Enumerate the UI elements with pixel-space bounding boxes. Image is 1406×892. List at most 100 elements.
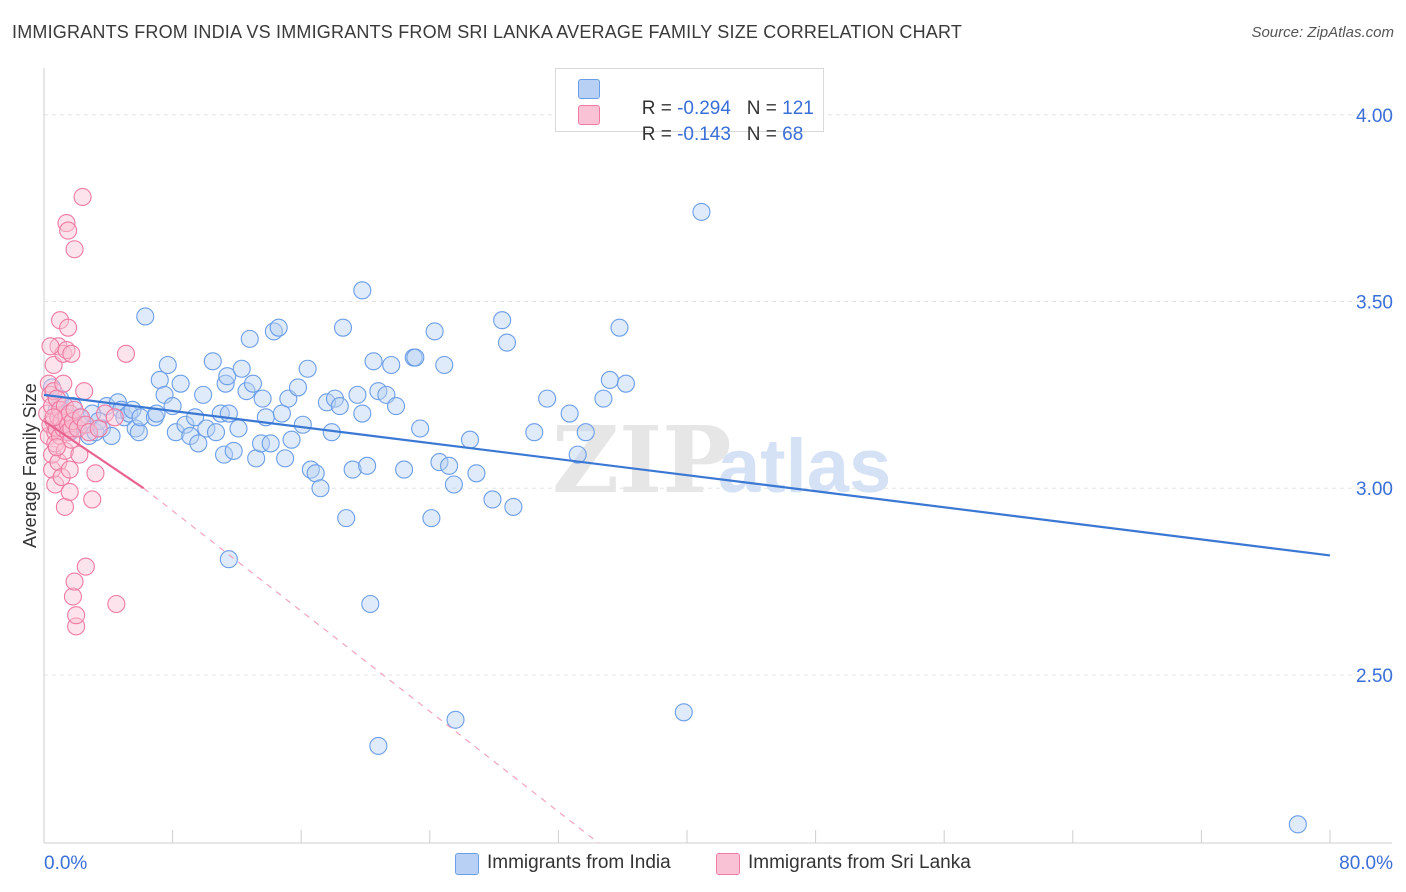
- india-point: [240, 329, 259, 348]
- india-point: [243, 374, 263, 393]
- india-point: [261, 434, 280, 453]
- srilanka-point: [55, 497, 74, 516]
- india-point: [83, 404, 102, 423]
- srilanka-point: [44, 408, 63, 427]
- srilanka-point: [60, 482, 79, 502]
- y-axis-label: Average Family Size: [20, 383, 40, 548]
- srilanka-trend-extension: [143, 487, 599, 844]
- srilanka-point: [67, 606, 86, 625]
- srilanka-point: [47, 438, 66, 457]
- y-tick-label: 2.50: [1356, 666, 1393, 687]
- india-point: [674, 703, 693, 722]
- india-legend-swatch: [455, 853, 479, 875]
- india-point: [411, 419, 430, 438]
- srilanka-point: [89, 419, 108, 438]
- india-point: [330, 397, 349, 416]
- india-point: [136, 307, 155, 326]
- india-point: [483, 490, 502, 509]
- watermark-zip: ZIP: [552, 406, 731, 514]
- india-point: [497, 333, 517, 352]
- india-point: [493, 311, 512, 330]
- india-point: [353, 281, 372, 300]
- india-point: [1288, 815, 1307, 834]
- india-point: [337, 509, 356, 528]
- india-point: [298, 359, 317, 378]
- india-point: [272, 404, 291, 423]
- srilanka-point: [54, 374, 73, 393]
- india-point: [467, 464, 486, 483]
- india-point: [538, 389, 557, 408]
- srilanka-point: [59, 221, 78, 240]
- srilanka-point: [57, 214, 76, 233]
- india-point: [525, 423, 544, 442]
- india-point: [158, 355, 177, 375]
- india-point: [129, 423, 148, 442]
- india-point: [237, 382, 256, 401]
- india-point: [568, 445, 587, 464]
- india-point: [600, 370, 619, 389]
- india-point: [218, 367, 237, 386]
- india-point: [206, 423, 226, 442]
- india-point: [282, 430, 301, 449]
- srilanka-point: [65, 572, 84, 591]
- srilanka-point: [59, 318, 78, 337]
- srilanka-point: [46, 475, 65, 494]
- india-point: [189, 434, 208, 453]
- srilanka-legend-swatch: [716, 853, 740, 875]
- srilanka-point: [116, 344, 136, 363]
- india-point: [369, 736, 388, 755]
- srilanka-point: [41, 337, 60, 356]
- srilanka-point: [75, 382, 94, 401]
- srilanka-point: [60, 460, 79, 479]
- srilanka-point: [62, 344, 81, 363]
- india-point: [306, 464, 325, 483]
- india-point: [253, 389, 272, 408]
- srilanka-trend-line: [43, 420, 145, 490]
- srilanka-n-label: N =: [746, 124, 783, 145]
- india-point: [214, 445, 234, 464]
- india-point: [430, 453, 449, 472]
- srilanka-point: [49, 453, 68, 472]
- srilanka-r-label: R =: [641, 124, 678, 145]
- srilanka-point: [73, 187, 92, 207]
- india-point: [219, 550, 238, 569]
- y-tick-label: 4.00: [1356, 106, 1393, 127]
- india-point: [406, 348, 425, 367]
- india-point: [422, 509, 441, 528]
- srilanka-r-value: -0.143: [677, 124, 731, 145]
- srilanka-n-value: 68: [782, 124, 804, 145]
- india-point: [440, 456, 459, 475]
- srilanka-legend-label: Immigrants from Sri Lanka: [748, 852, 971, 873]
- india-point: [166, 423, 185, 442]
- india-trend-line: [43, 393, 1331, 557]
- watermark-atlas: atlas: [718, 424, 891, 509]
- srilanka-point: [65, 400, 84, 419]
- x-tick-label: 0.0%: [44, 853, 87, 874]
- india-point: [251, 434, 271, 453]
- india-point: [232, 359, 251, 378]
- srilanka-point: [107, 594, 126, 614]
- india-n-label: N =: [746, 98, 783, 119]
- india-point: [460, 430, 480, 449]
- y-tick-label: 3.50: [1356, 293, 1393, 314]
- india-point: [269, 318, 288, 337]
- india-point: [216, 374, 235, 393]
- india-point: [361, 594, 380, 614]
- srilanka-point: [105, 408, 124, 427]
- india-point: [610, 318, 629, 337]
- srilanka-point: [79, 423, 99, 442]
- india-point: [446, 710, 465, 729]
- india-point: [425, 322, 444, 341]
- india-point: [353, 404, 372, 423]
- srilanka-point: [76, 557, 95, 576]
- chart-title: IMMIGRANTS FROM INDIA VS IMMIGRANTS FROM…: [12, 22, 963, 42]
- india-point: [150, 370, 169, 389]
- srilanka-point: [96, 404, 115, 423]
- india-point: [203, 352, 222, 371]
- india-point: [311, 479, 330, 498]
- india-point: [560, 404, 579, 423]
- india-point: [194, 385, 213, 404]
- india-point: [504, 497, 523, 516]
- india-swatch: [578, 79, 600, 99]
- india-point: [293, 415, 312, 434]
